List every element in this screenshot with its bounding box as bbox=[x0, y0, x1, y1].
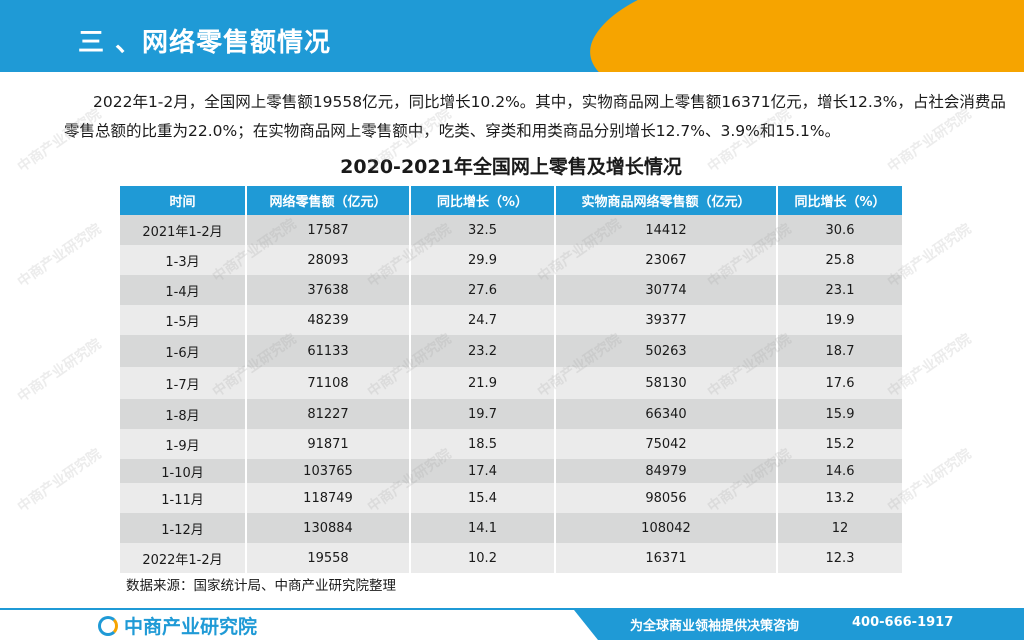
retail-table: 时间 网络零售额（亿元） 同比增长（%） 实物商品网络零售额（亿元） 同比增长（… bbox=[120, 186, 902, 573]
table-cell: 2021年1-2月 bbox=[120, 215, 247, 245]
table-cell: 19.9 bbox=[777, 305, 902, 335]
table-cell: 1-9月 bbox=[120, 429, 247, 459]
table-cell: 71108 bbox=[246, 367, 411, 399]
table-cell: 17.4 bbox=[410, 459, 556, 483]
table-row: 1-4月 37638 27.6 30774 23.1 bbox=[120, 275, 902, 305]
table-cell: 32.5 bbox=[410, 215, 556, 245]
table-cell: 103765 bbox=[246, 459, 411, 483]
table-cell: 108042 bbox=[555, 513, 778, 543]
table-cell: 28093 bbox=[246, 245, 411, 275]
table-cell: 91871 bbox=[246, 429, 411, 459]
footer-phone: 400-666-1917 bbox=[852, 615, 954, 630]
table-cell: 75042 bbox=[555, 429, 778, 459]
table-cell: 13.2 bbox=[777, 483, 902, 513]
table-cell: 61133 bbox=[246, 335, 411, 367]
table-cell: 17587 bbox=[246, 215, 411, 245]
table-cell: 10.2 bbox=[410, 543, 556, 573]
table-cell: 84979 bbox=[555, 459, 778, 483]
footer-slogan: 为全球商业领袖提供决策咨询 bbox=[630, 619, 800, 634]
table-row: 1-6月 61133 23.2 50263 18.7 bbox=[120, 335, 902, 367]
table-cell: 1-8月 bbox=[120, 399, 247, 429]
table-cell: 27.6 bbox=[410, 275, 556, 305]
table-row: 1-7月 71108 21.9 58130 17.6 bbox=[120, 367, 902, 399]
table-cell: 37638 bbox=[246, 275, 411, 305]
footer-logo: 中商产业研究院 bbox=[98, 612, 257, 639]
table-cell: 48239 bbox=[246, 305, 411, 335]
table-cell: 66340 bbox=[555, 399, 778, 429]
table-cell: 98056 bbox=[555, 483, 778, 513]
table-row: 2022年1-2月 19558 10.2 16371 12.3 bbox=[120, 543, 902, 573]
table-cell: 14.1 bbox=[410, 513, 556, 543]
column-header: 时间 bbox=[120, 186, 247, 215]
logo-icon bbox=[98, 615, 118, 636]
table-cell: 29.9 bbox=[410, 245, 556, 275]
table-cell: 1-5月 bbox=[120, 305, 247, 335]
table-cell: 12.3 bbox=[777, 543, 902, 573]
table-cell: 1-12月 bbox=[120, 513, 247, 543]
table-cell: 81227 bbox=[246, 399, 411, 429]
table-cell: 39377 bbox=[555, 305, 778, 335]
table-cell: 130884 bbox=[246, 513, 411, 543]
header-banner: 三 、网络零售额情况 bbox=[0, 0, 1024, 72]
table-cell: 16371 bbox=[555, 543, 778, 573]
table-cell: 1-11月 bbox=[120, 483, 247, 513]
table-row: 1-10月 103765 17.4 84979 14.6 bbox=[120, 459, 902, 483]
table-cell: 23.1 bbox=[777, 275, 902, 305]
table-cell: 12 bbox=[777, 513, 902, 543]
table-title: 2020-2021年全国网上零售及增长情况 bbox=[340, 156, 682, 178]
watermark-text: 中商产业研究院 bbox=[14, 336, 105, 406]
table-row: 2021年1-2月 17587 32.5 14412 30.6 bbox=[120, 215, 902, 245]
table-cell: 18.5 bbox=[410, 429, 556, 459]
column-header: 网络零售额（亿元） bbox=[246, 186, 411, 215]
table-cell: 15.4 bbox=[410, 483, 556, 513]
table-header-row: 时间 网络零售额（亿元） 同比增长（%） 实物商品网络零售额（亿元） 同比增长（… bbox=[120, 186, 902, 215]
column-header: 同比增长（%） bbox=[777, 186, 902, 215]
table-row: 1-5月 48239 24.7 39377 19.9 bbox=[120, 305, 902, 335]
logo-text: 中商产业研究院 bbox=[124, 616, 258, 638]
table-cell: 1-3月 bbox=[120, 245, 247, 275]
header-orange-accent-fill bbox=[764, 28, 1024, 72]
table-cell: 23067 bbox=[555, 245, 778, 275]
table-cell: 23.2 bbox=[410, 335, 556, 367]
table-cell: 1-10月 bbox=[120, 459, 247, 483]
column-header: 实物商品网络零售额（亿元） bbox=[555, 186, 778, 215]
table-row: 1-11月 118749 15.4 98056 13.2 bbox=[120, 483, 902, 513]
table-cell: 118749 bbox=[246, 483, 411, 513]
table-row: 1-3月 28093 29.9 23067 25.8 bbox=[120, 245, 902, 275]
table-cell: 1-7月 bbox=[120, 367, 247, 399]
table-cell: 14412 bbox=[555, 215, 778, 245]
table-cell: 1-6月 bbox=[120, 335, 247, 367]
table-cell: 24.7 bbox=[410, 305, 556, 335]
table-cell: 15.2 bbox=[777, 429, 902, 459]
table-cell: 14.6 bbox=[777, 459, 902, 483]
table-cell: 17.6 bbox=[777, 367, 902, 399]
table-row: 1-9月 91871 18.5 75042 15.2 bbox=[120, 429, 902, 459]
footer-divider bbox=[0, 608, 1024, 610]
table-body: 2021年1-2月 17587 32.5 14412 30.6 1-3月 28093 29.9… bbox=[120, 215, 902, 573]
table-cell: 15.9 bbox=[777, 399, 902, 429]
table-cell: 25.8 bbox=[777, 245, 902, 275]
table-cell: 30774 bbox=[555, 275, 778, 305]
table-row: 1-8月 81227 19.7 66340 15.9 bbox=[120, 399, 902, 429]
section-title: 三 、网络零售额情况 bbox=[78, 28, 332, 58]
summary-paragraph: 2022年1-2月，全国网上零售额19558亿元，同比增长10.2%。其中，实物… bbox=[64, 93, 1006, 140]
footer-bar bbox=[574, 610, 1024, 640]
table-cell: 19558 bbox=[246, 543, 411, 573]
watermark-text: 中商产业研究院 bbox=[14, 221, 105, 291]
table-cell: 30.6 bbox=[777, 215, 902, 245]
column-header: 同比增长（%） bbox=[410, 186, 556, 215]
table-cell: 1-4月 bbox=[120, 275, 247, 305]
data-source-note: 数据来源：国家统计局、中商产业研究院整理 bbox=[126, 578, 396, 594]
table-row: 1-12月 130884 14.1 108042 12 bbox=[120, 513, 902, 543]
table-cell: 2022年1-2月 bbox=[120, 543, 247, 573]
table-cell: 50263 bbox=[555, 335, 778, 367]
watermark-text: 中商产业研究院 bbox=[14, 446, 105, 516]
table-cell: 19.7 bbox=[410, 399, 556, 429]
table-cell: 21.9 bbox=[410, 367, 556, 399]
table-cell: 18.7 bbox=[777, 335, 902, 367]
table-cell: 58130 bbox=[555, 367, 778, 399]
